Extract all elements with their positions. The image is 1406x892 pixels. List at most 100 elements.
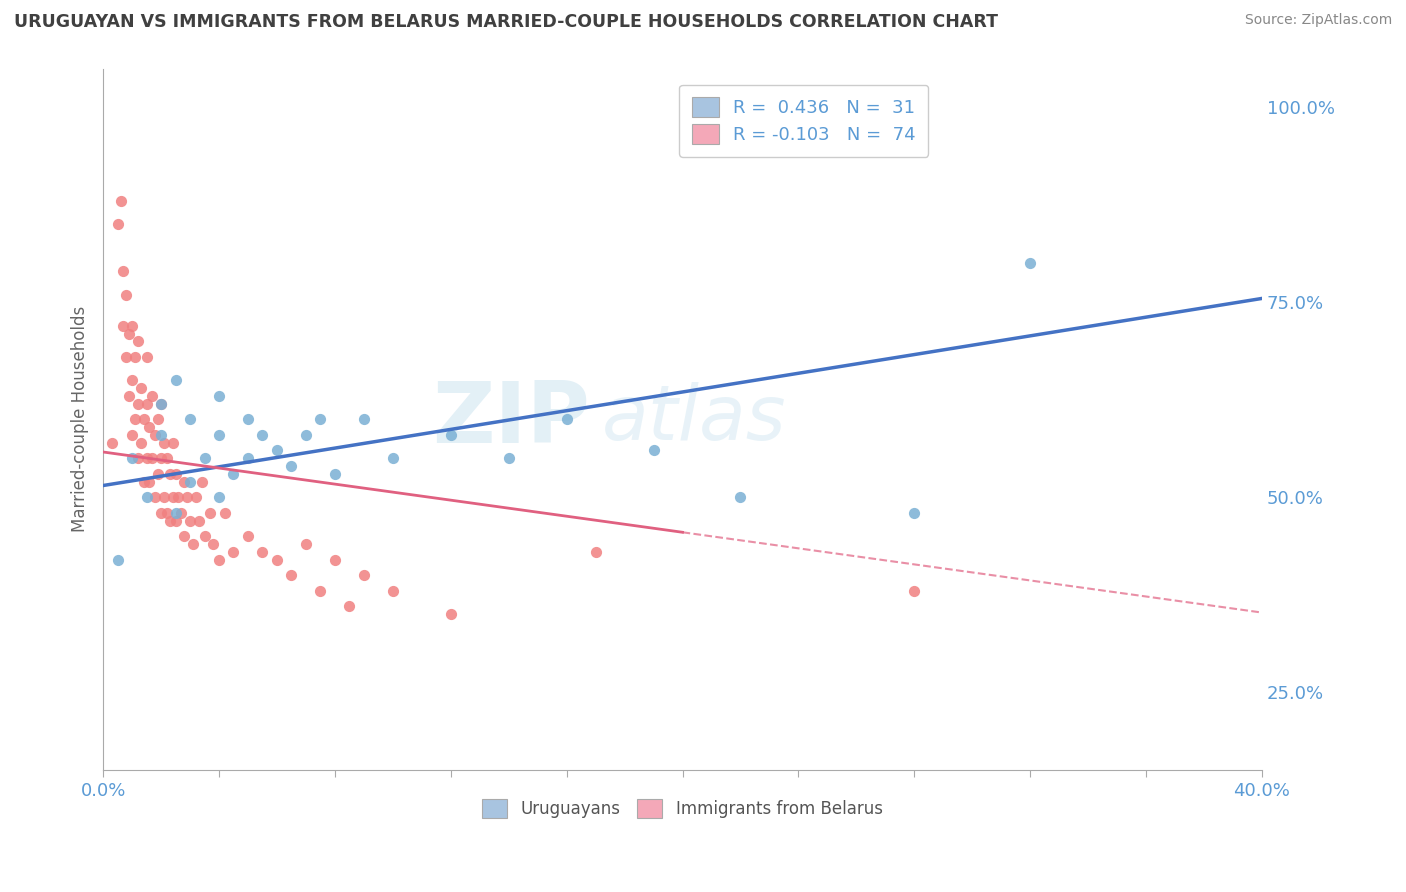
Point	[138, 420, 160, 434]
Point	[176, 490, 198, 504]
Point	[162, 490, 184, 504]
Point	[236, 412, 259, 426]
Point	[208, 389, 231, 403]
Point	[252, 545, 274, 559]
Point	[202, 537, 225, 551]
Point	[381, 451, 404, 466]
Point	[112, 264, 135, 278]
Point	[193, 451, 215, 466]
Point	[165, 506, 187, 520]
Point	[150, 397, 173, 411]
Point	[236, 529, 259, 543]
Point	[127, 334, 149, 349]
Point	[107, 552, 129, 566]
Point	[121, 373, 143, 387]
Point	[146, 412, 169, 426]
Point	[179, 412, 201, 426]
Point	[173, 475, 195, 489]
Point	[200, 506, 222, 520]
Point	[252, 427, 274, 442]
Point	[208, 552, 231, 566]
Point	[190, 475, 212, 489]
Point	[440, 427, 463, 442]
Point	[127, 451, 149, 466]
Point	[121, 318, 143, 333]
Point	[150, 397, 173, 411]
Point	[179, 475, 201, 489]
Text: URUGUAYAN VS IMMIGRANTS FROM BELARUS MARRIED-COUPLE HOUSEHOLDS CORRELATION CHART: URUGUAYAN VS IMMIGRANTS FROM BELARUS MAR…	[14, 13, 998, 31]
Point	[156, 451, 179, 466]
Point	[146, 467, 169, 481]
Point	[162, 435, 184, 450]
Point	[353, 568, 375, 582]
Point	[135, 490, 157, 504]
Point	[135, 451, 157, 466]
Point	[121, 427, 143, 442]
Text: ZIP: ZIP	[432, 377, 589, 461]
Point	[381, 583, 404, 598]
Point	[101, 435, 124, 450]
Point	[184, 490, 207, 504]
Point	[121, 451, 143, 466]
Point	[187, 514, 209, 528]
Point	[730, 490, 752, 504]
Point	[129, 381, 152, 395]
Point	[143, 427, 166, 442]
Point	[498, 451, 520, 466]
Point	[107, 218, 129, 232]
Point	[115, 350, 138, 364]
Point	[208, 490, 231, 504]
Point	[555, 412, 578, 426]
Point	[179, 514, 201, 528]
Point	[124, 350, 146, 364]
Point	[170, 506, 193, 520]
Point	[222, 467, 245, 481]
Point	[167, 490, 190, 504]
Point	[112, 318, 135, 333]
Point	[1019, 256, 1042, 270]
Point	[236, 451, 259, 466]
Point	[585, 545, 607, 559]
Point	[266, 552, 288, 566]
Point	[165, 514, 187, 528]
Point	[150, 506, 173, 520]
Point	[353, 412, 375, 426]
Text: atlas: atlas	[602, 383, 786, 457]
Point	[138, 475, 160, 489]
Point	[143, 490, 166, 504]
Point	[222, 545, 245, 559]
Point	[208, 427, 231, 442]
Point	[280, 458, 302, 473]
Point	[266, 443, 288, 458]
Y-axis label: Married-couple Households: Married-couple Households	[72, 306, 89, 533]
Point	[132, 475, 155, 489]
Point	[309, 583, 332, 598]
Point	[193, 529, 215, 543]
Point	[323, 552, 346, 566]
Point	[124, 412, 146, 426]
Text: Source: ZipAtlas.com: Source: ZipAtlas.com	[1244, 13, 1392, 28]
Point	[181, 537, 204, 551]
Point	[153, 435, 176, 450]
Point	[141, 451, 163, 466]
Point	[159, 467, 181, 481]
Point	[280, 568, 302, 582]
Point	[153, 490, 176, 504]
Point	[110, 194, 132, 208]
Point	[129, 435, 152, 450]
Point	[643, 443, 665, 458]
Point	[440, 607, 463, 621]
Point	[214, 506, 236, 520]
Point	[135, 350, 157, 364]
Point	[295, 427, 318, 442]
Point	[165, 467, 187, 481]
Point	[141, 389, 163, 403]
Point	[115, 287, 138, 301]
Point	[165, 373, 187, 387]
Point	[159, 514, 181, 528]
Point	[323, 467, 346, 481]
Legend: Uruguayans, Immigrants from Belarus: Uruguayans, Immigrants from Belarus	[475, 793, 890, 825]
Point	[150, 451, 173, 466]
Point	[127, 397, 149, 411]
Point	[132, 412, 155, 426]
